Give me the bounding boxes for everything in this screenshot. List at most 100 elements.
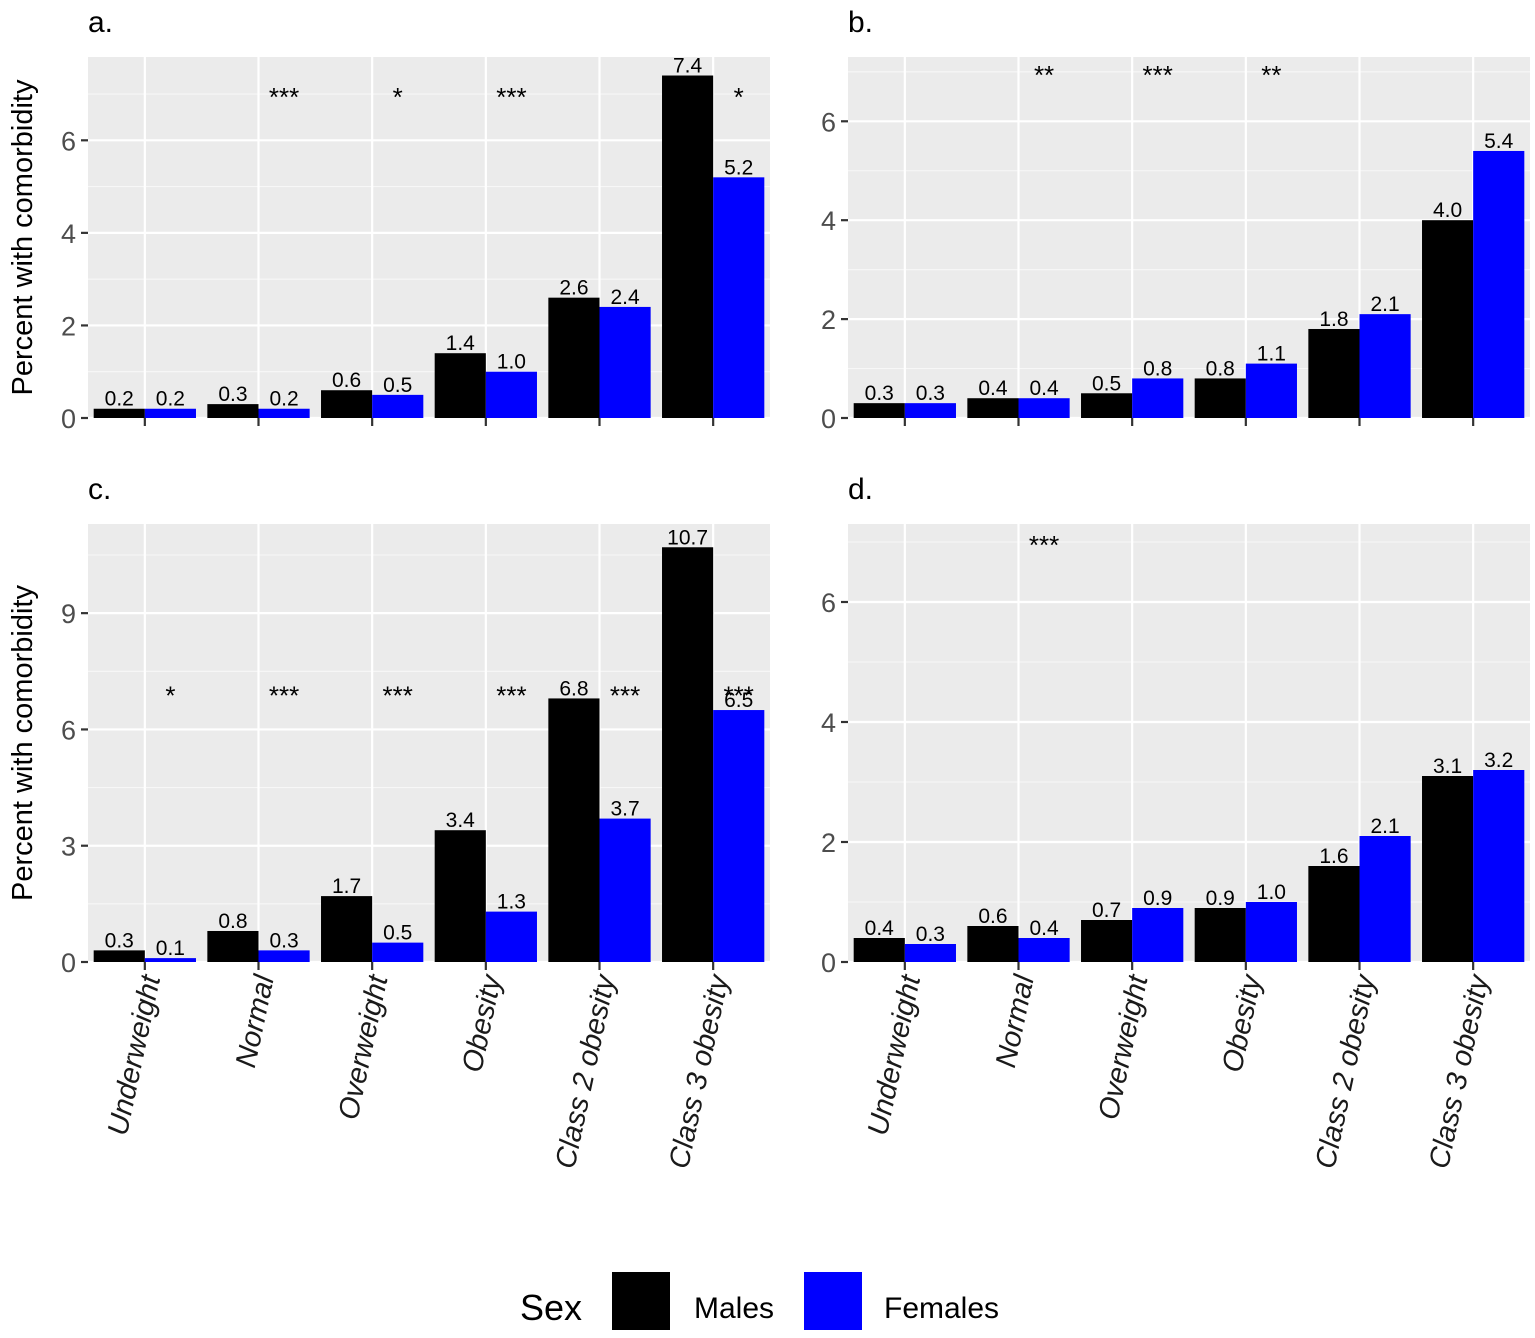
- data-label-males: 0.6: [332, 369, 361, 392]
- y-tick-label: 6: [61, 715, 76, 745]
- plot-background: [848, 524, 1530, 962]
- bar-males: [1194, 378, 1246, 418]
- y-axis-title: Percent with comorbidity: [7, 585, 39, 901]
- bar-females: [258, 950, 310, 962]
- plot-background: [848, 57, 1530, 418]
- bar-females: [599, 818, 651, 962]
- y-tick-label: 9: [61, 599, 76, 629]
- significance-marker: **: [1034, 60, 1054, 90]
- x-tick-label: Class 3 obesity: [1423, 971, 1495, 1171]
- bar-females: [372, 394, 424, 418]
- bar-males: [207, 930, 259, 962]
- y-tick-label: 4: [821, 206, 836, 236]
- data-label-females: 0.3: [916, 923, 945, 946]
- data-label-males: 0.3: [105, 929, 134, 952]
- panel-tag: b.: [848, 6, 873, 39]
- bar-males: [1308, 866, 1360, 962]
- y-axis-title: Percent with comorbidity: [7, 79, 39, 395]
- legend-label-males: Males: [694, 1292, 774, 1325]
- data-label-males: 7.4: [673, 55, 703, 78]
- y-tick-label: 4: [821, 708, 836, 738]
- panel-d: d. 0 2 4 6 0.4 0.6 0.7 0.9 1.6 3.1 0.3 0.4 0.9 1.0 2.1 3…: [821, 473, 1530, 1171]
- y-tick-label: 2: [61, 311, 76, 341]
- data-label-females: 0.2: [269, 388, 298, 411]
- panel-b: b. 0 2 4 6 0.3 0.4 0.5 0.8 1.8 4.0 0.3 0.4 0.8 1.1 2.1 5…: [821, 6, 1530, 434]
- bar-females: [713, 710, 765, 962]
- data-label-males: 2.6: [559, 277, 588, 300]
- y-tick-label: 2: [821, 305, 836, 335]
- bar-males: [662, 75, 714, 418]
- data-label-males: 0.3: [865, 382, 894, 405]
- legend-swatch-females: [804, 1272, 862, 1330]
- y-tick-label: 0: [61, 948, 76, 978]
- bar-males: [853, 403, 905, 418]
- bar-females: [599, 306, 651, 418]
- data-label-females: 0.5: [383, 374, 412, 397]
- bar-females: [904, 944, 956, 962]
- bar-females: [1018, 398, 1070, 418]
- data-label-males: 0.4: [978, 377, 1008, 400]
- data-label-females: 1.3: [497, 891, 526, 914]
- data-label-females: 0.1: [156, 937, 185, 960]
- data-label-males: 10.7: [667, 526, 708, 549]
- data-label-males: 0.9: [1206, 887, 1235, 910]
- data-label-females: 2.1: [1370, 815, 1399, 838]
- significance-marker: *: [165, 681, 175, 711]
- y-tick-label: 4: [61, 219, 76, 249]
- plot-background: [88, 57, 770, 418]
- data-label-males: 4.0: [1433, 199, 1462, 222]
- bar-females: [1018, 938, 1070, 962]
- bar-males: [321, 896, 373, 962]
- data-label-males: 0.4: [865, 917, 895, 940]
- x-tick-label: Overweight: [1093, 970, 1155, 1122]
- bar-females: [485, 371, 537, 418]
- bar-males: [967, 926, 1019, 962]
- y-tick-label: 6: [821, 588, 836, 618]
- bar-females: [1245, 363, 1297, 418]
- significance-marker: ***: [383, 681, 413, 711]
- data-label-males: 0.7: [1092, 899, 1121, 922]
- bar-males: [1081, 393, 1133, 418]
- data-label-females: 0.4: [1029, 377, 1059, 400]
- bar-males: [1422, 220, 1474, 418]
- bar-males: [1422, 776, 1474, 962]
- legend-label-females: Females: [884, 1292, 999, 1325]
- bar-females: [258, 408, 310, 418]
- bar-males: [967, 398, 1019, 418]
- significance-marker: ***: [269, 82, 299, 112]
- x-tick-label: Class 2 obesity: [1310, 971, 1382, 1171]
- x-tick-label: Obesity: [456, 971, 508, 1075]
- panel-a: a. 0 2 4 6 0.2 0.3 0.6 1.4 2.6 7.4 0.2 0.2 0.5 1.0 2.4 5…: [7, 6, 770, 434]
- data-label-males: 3.4: [446, 809, 476, 832]
- bar-males: [93, 408, 145, 418]
- y-tick-label: 0: [61, 404, 76, 434]
- bar-males: [548, 297, 600, 418]
- y-tick-label: 6: [61, 126, 76, 156]
- y-tick-label: 3: [61, 832, 76, 862]
- x-tick-label: Overweight: [333, 970, 395, 1122]
- bar-females: [904, 403, 956, 418]
- data-label-females: 0.8: [1143, 357, 1172, 380]
- significance-marker: **: [1261, 60, 1281, 90]
- x-tick-label: Underweight: [862, 971, 928, 1139]
- data-label-females: 0.2: [156, 388, 185, 411]
- panel-tag: d.: [848, 473, 873, 506]
- y-tick-label: 2: [821, 828, 836, 858]
- panel-c: c. 0 3 6 9 0.3 0.8 1.7 3.4 6.8 10.7 0.1 0.3 0.5 1.3 3.7…: [7, 473, 770, 1171]
- bar-females: [1132, 378, 1184, 418]
- data-label-females: 1.0: [1257, 881, 1286, 904]
- significance-marker: ***: [724, 681, 754, 711]
- bar-females: [1359, 314, 1411, 418]
- bar-males: [321, 390, 373, 418]
- significance-marker: *: [734, 82, 744, 112]
- bar-females: [713, 177, 765, 418]
- data-label-females: 3.7: [610, 798, 639, 821]
- data-label-females: 1.1: [1257, 343, 1286, 366]
- data-label-females: 1.0: [497, 351, 526, 374]
- bar-females: [1359, 836, 1411, 962]
- significance-marker: *: [393, 82, 403, 112]
- data-label-females: 5.2: [724, 156, 753, 179]
- significance-marker: ***: [269, 681, 299, 711]
- data-label-females: 0.5: [383, 922, 412, 945]
